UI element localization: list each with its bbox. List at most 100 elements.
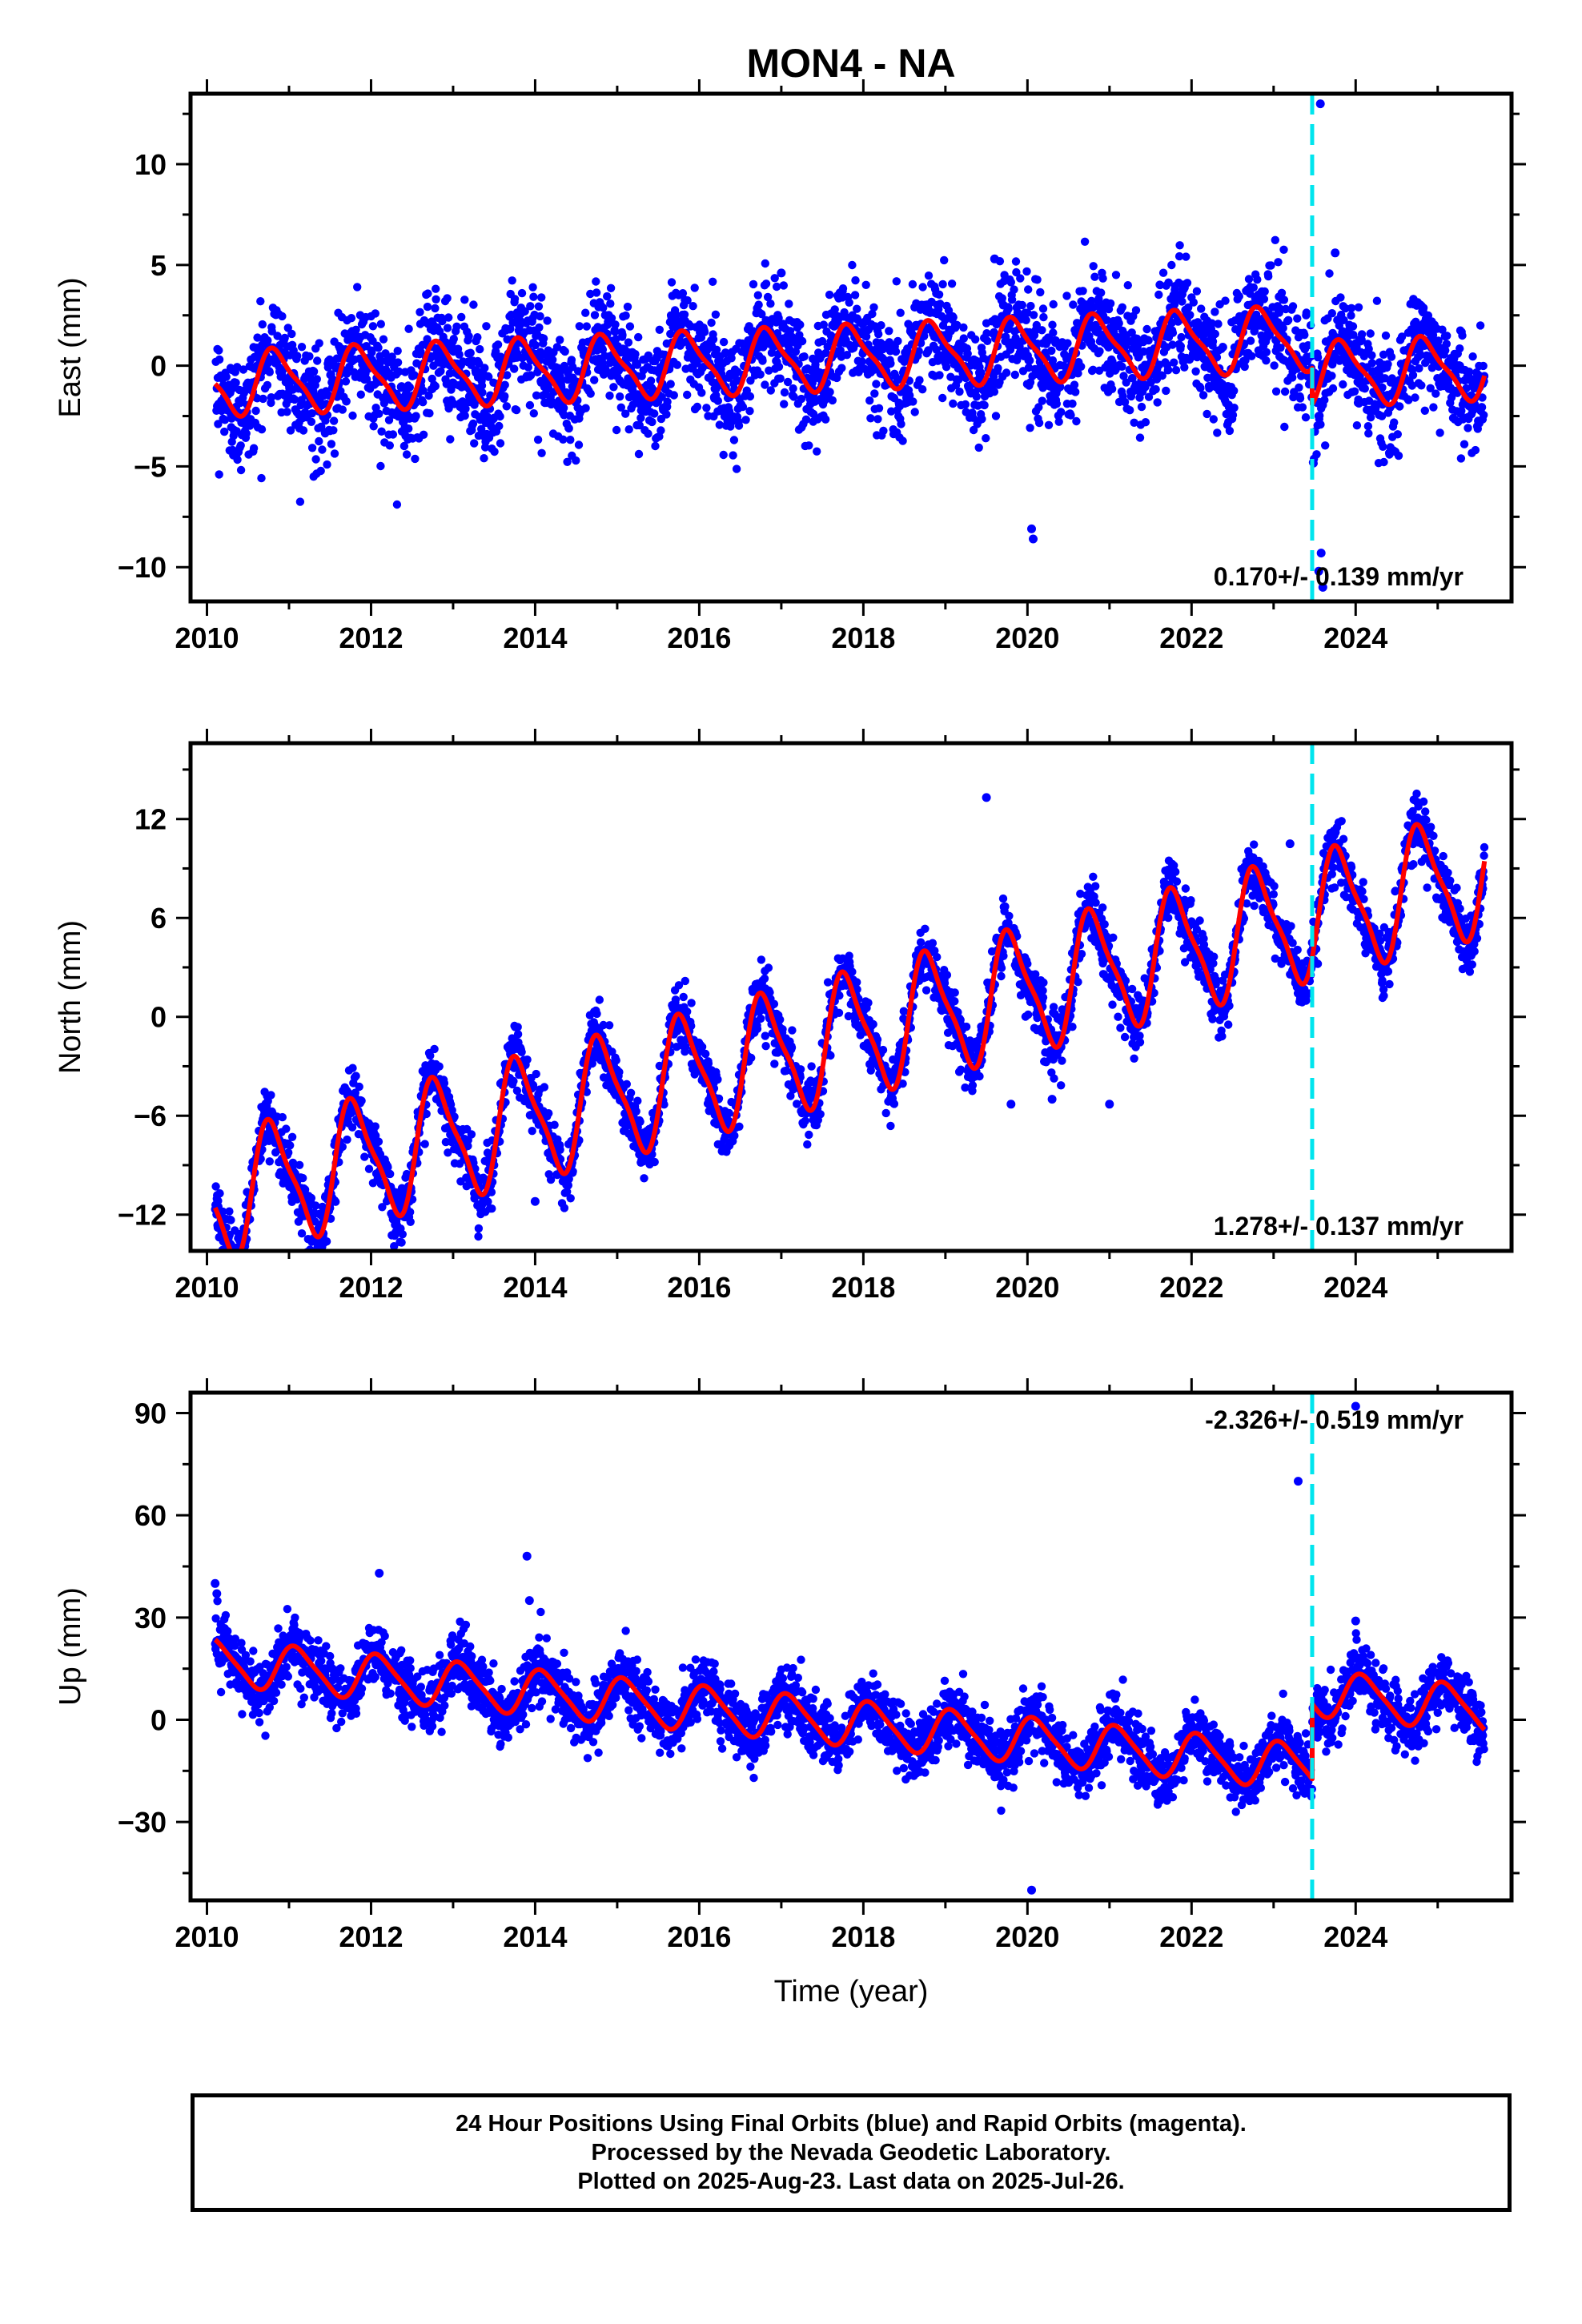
position-point	[1180, 363, 1189, 372]
position-point	[510, 364, 519, 373]
position-point	[1259, 295, 1269, 304]
position-point	[233, 1257, 241, 1265]
position-point	[438, 316, 447, 326]
position-point	[1419, 304, 1428, 312]
position-point	[444, 313, 453, 322]
position-point	[1171, 366, 1181, 375]
position-point	[753, 1024, 762, 1033]
position-point	[1347, 311, 1355, 320]
position-point	[1007, 296, 1017, 304]
position-point	[1144, 392, 1154, 401]
position-point	[1302, 308, 1311, 317]
position-point	[477, 381, 487, 390]
position-point	[609, 383, 618, 392]
position-point	[327, 440, 336, 448]
position-point	[367, 348, 376, 357]
position-point	[700, 328, 709, 336]
position-point	[506, 324, 515, 333]
position-point	[267, 1091, 275, 1100]
position-point	[392, 500, 402, 509]
position-point	[1230, 404, 1239, 412]
position-point	[644, 351, 653, 360]
position-point	[914, 347, 923, 356]
position-point	[379, 399, 389, 408]
position-point	[961, 400, 970, 409]
position-point	[712, 345, 721, 354]
position-point	[893, 336, 902, 346]
position-point	[1279, 296, 1289, 304]
position-point	[1456, 454, 1466, 463]
position-point	[1288, 302, 1298, 311]
east-panel: 2010 2012 2014 2016 2018 2020 2022 2024−10−5051…	[54, 79, 1526, 654]
position-point	[1381, 331, 1391, 340]
position-point	[1119, 372, 1128, 380]
position-point	[1038, 396, 1047, 405]
position-point	[920, 332, 929, 340]
position-point	[510, 295, 520, 304]
position-point	[773, 329, 782, 338]
position-point	[656, 426, 665, 435]
position-point	[942, 363, 951, 372]
position-point	[1197, 304, 1206, 313]
position-point	[934, 290, 944, 299]
position-point	[1174, 251, 1184, 261]
position-point	[681, 976, 689, 986]
position-point	[1240, 362, 1249, 372]
position-point	[741, 416, 750, 424]
position-point	[449, 335, 458, 344]
position-point	[470, 400, 479, 409]
position-point	[374, 344, 383, 352]
position-point	[376, 320, 385, 328]
position-point	[377, 427, 386, 436]
position-point	[258, 320, 267, 329]
position-point	[1347, 304, 1356, 312]
position-point	[805, 441, 813, 450]
position-point	[249, 444, 259, 452]
position-point	[1244, 275, 1254, 283]
east-daily-positions	[211, 99, 1489, 592]
position-point	[581, 404, 590, 412]
position-point	[599, 304, 608, 312]
position-point	[265, 368, 274, 376]
position-point	[231, 1258, 239, 1266]
position-point	[1072, 416, 1081, 426]
position-point	[436, 367, 445, 376]
position-point	[671, 995, 681, 1004]
position-point	[283, 408, 291, 416]
position-point	[761, 1042, 770, 1051]
position-point	[1036, 287, 1045, 297]
position-point	[1128, 374, 1137, 383]
position-point	[280, 333, 289, 343]
position-point	[371, 309, 379, 318]
position-point	[774, 313, 783, 323]
position-point	[702, 404, 711, 412]
position-point	[785, 300, 793, 308]
position-point	[513, 1023, 522, 1031]
position-point	[560, 1204, 569, 1212]
position-point	[910, 408, 919, 416]
position-point	[974, 443, 983, 452]
position-point	[512, 405, 521, 415]
position-point	[1131, 306, 1141, 315]
position-point	[1052, 400, 1062, 408]
position-point	[1279, 324, 1287, 332]
position-point	[780, 400, 789, 408]
position-point	[605, 391, 614, 400]
position-point	[214, 420, 223, 428]
position-point	[1054, 417, 1063, 426]
position-point	[697, 388, 706, 397]
position-point	[709, 277, 717, 286]
position-point	[797, 336, 807, 346]
position-point	[547, 397, 556, 406]
position-point	[1260, 287, 1269, 296]
position-point	[761, 279, 771, 288]
position-point	[287, 329, 296, 339]
position-point	[1235, 292, 1244, 301]
position-point	[683, 390, 692, 400]
position-point	[666, 380, 675, 388]
position-point	[772, 282, 781, 292]
position-point	[552, 343, 562, 352]
position-point	[416, 308, 424, 316]
position-point	[892, 277, 901, 286]
position-point	[559, 404, 568, 412]
